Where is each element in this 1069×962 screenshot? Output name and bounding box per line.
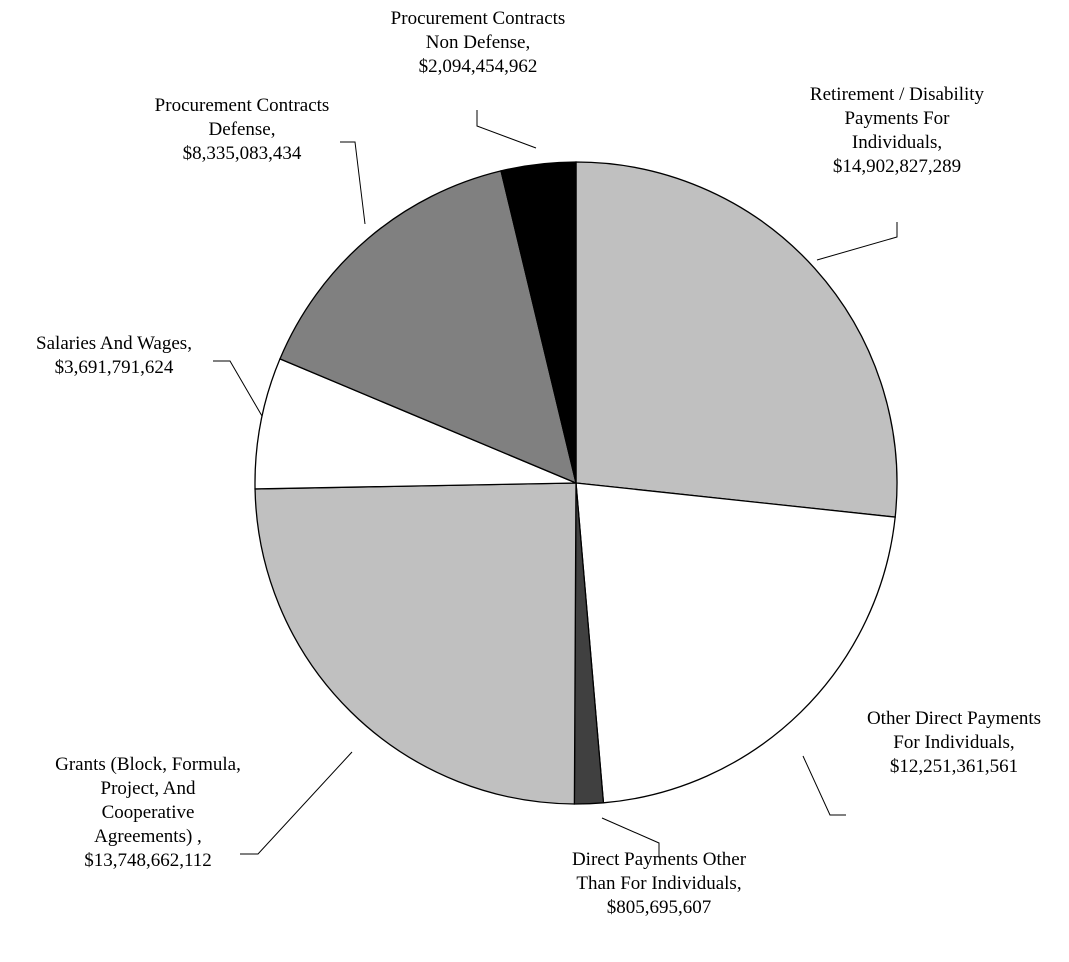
leader-line-3 xyxy=(240,751,353,855)
pie-slice-3 xyxy=(254,482,577,805)
slice-label-line: Procurement Contracts xyxy=(155,95,330,116)
slice-label-line: Agreements) , xyxy=(94,826,202,847)
pie-slice-0 xyxy=(575,161,898,518)
slice-label-line: Non Defense, xyxy=(426,32,530,53)
slice-label-line: $13,748,662,112 xyxy=(84,850,212,871)
slice-label-line: Salaries And Wages, xyxy=(36,333,192,354)
slice-label-line: Other Direct Payments xyxy=(867,708,1041,729)
slice-label-line: Procurement Contracts xyxy=(391,8,566,29)
slice-label-line: $3,691,791,624 xyxy=(55,357,174,378)
slice-label-line: Individuals, xyxy=(852,132,942,153)
slice-label-line: Project, And xyxy=(101,778,196,799)
slice-label-1: Other Direct Payments For Individuals, $12… xyxy=(867,708,1041,777)
slice-label-line: $14,902,827,289 xyxy=(833,156,961,177)
slice-labels: Retirement / Disability Payments For Indiv… xyxy=(36,8,1041,918)
slice-label-line: Direct Payments Other xyxy=(572,849,747,870)
leader-line-5 xyxy=(340,141,366,225)
slice-label-line: Grants (Block, Formula, xyxy=(55,754,241,775)
slice-label-0: Retirement / Disability Payments For Indiv… xyxy=(810,84,985,177)
slice-label-line: Defense, xyxy=(209,119,276,140)
slice-label-line: Retirement / Disability xyxy=(810,84,985,105)
leader-line-0 xyxy=(816,222,898,261)
slice-label-6: Procurement Contracts Non Defense, $2,094,… xyxy=(391,8,566,77)
leader-line-2 xyxy=(601,817,660,856)
pie-slices xyxy=(254,161,898,805)
slice-label-line: Cooperative xyxy=(102,802,195,823)
slice-label-line: $805,695,607 xyxy=(607,897,712,918)
leader-lines xyxy=(213,110,898,856)
leader-line-4 xyxy=(213,360,263,417)
pie-slice-1 xyxy=(575,482,896,804)
slice-label-line: For Individuals, xyxy=(893,732,1014,753)
slice-label-line: Than For Individuals, xyxy=(576,873,741,894)
leader-line-1 xyxy=(802,755,846,816)
leader-line-6 xyxy=(476,110,537,149)
pie-slice-5 xyxy=(279,170,577,485)
pie-slice-4 xyxy=(254,358,577,490)
pie-slice-6 xyxy=(500,161,577,484)
slice-label-2: Direct Payments Other Than For Individual… xyxy=(572,849,747,918)
slice-label-4: Salaries And Wages, $3,691,791,624 xyxy=(36,333,192,378)
slice-label-line: $12,251,361,561 xyxy=(890,756,1018,777)
slice-label-line: $8,335,083,434 xyxy=(183,143,302,164)
slice-label-line: $2,094,454,962 xyxy=(419,56,538,77)
slice-label-3: Grants (Block, Formula, Project, And Coope… xyxy=(55,754,241,871)
slice-label-5: Procurement Contracts Defense, $8,335,083,… xyxy=(155,95,330,164)
slice-label-line: Payments For xyxy=(844,108,950,129)
